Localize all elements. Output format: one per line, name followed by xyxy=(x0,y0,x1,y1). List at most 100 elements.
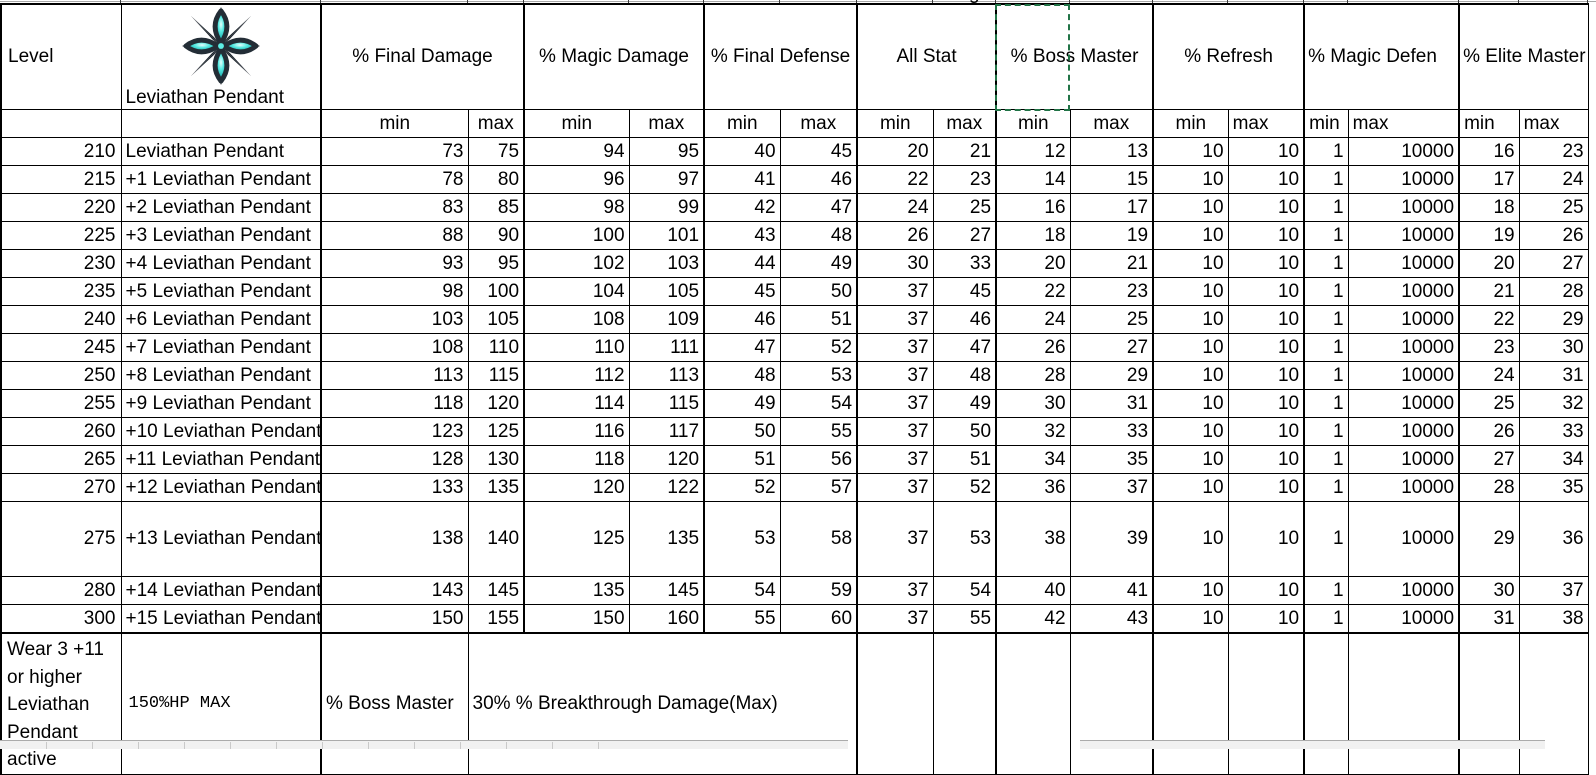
stat-cell[interactable]: 32 xyxy=(1518,389,1589,418)
stat-cell[interactable]: 17 xyxy=(1458,165,1520,194)
stat-cell[interactable]: 113 xyxy=(628,361,705,390)
stat-cell[interactable]: 73 xyxy=(320,137,469,166)
stat-cell[interactable]: 10 xyxy=(1227,165,1305,194)
stat-cell[interactable]: 54 xyxy=(703,576,781,605)
stat-cell[interactable]: 104 xyxy=(523,277,630,306)
level-cell[interactable]: 260 xyxy=(0,417,122,446)
stat-cell[interactable]: 105 xyxy=(628,277,705,306)
empty-cell[interactable] xyxy=(932,632,997,775)
stat-cell[interactable]: 43 xyxy=(703,221,781,250)
empty-cell[interactable] xyxy=(0,109,122,138)
stat-cell[interactable]: 50 xyxy=(703,417,781,446)
stat-cell[interactable]: 1 xyxy=(1303,389,1349,418)
stat-cell[interactable]: 10 xyxy=(1152,576,1229,605)
stat-cell[interactable]: 75 xyxy=(467,137,525,166)
stat-cell[interactable]: 96 xyxy=(523,165,630,194)
stat-cell[interactable]: 109 xyxy=(628,305,705,334)
wear-note-cell[interactable]: Wear 3 +11 or higher Leviathan Pendant a… xyxy=(0,632,122,775)
stat-cell[interactable]: 10 xyxy=(1152,501,1229,577)
stat-cell[interactable]: 10000 xyxy=(1347,221,1460,250)
stat-cell[interactable]: 16 xyxy=(1458,137,1520,166)
stat-cell[interactable]: 143 xyxy=(320,576,469,605)
stat-cell[interactable]: 10000 xyxy=(1347,417,1460,446)
stat-cell[interactable]: 48 xyxy=(932,361,997,390)
stat-cell[interactable]: 10000 xyxy=(1347,445,1460,474)
stat-cell[interactable]: 10 xyxy=(1152,305,1229,334)
stat-cell[interactable]: 22 xyxy=(1458,305,1520,334)
stat-cell[interactable]: 22 xyxy=(995,277,1071,306)
stat-cell[interactable]: 93 xyxy=(320,249,469,278)
stat-cell[interactable]: 10 xyxy=(1152,473,1229,502)
stat-cell[interactable]: 46 xyxy=(779,165,858,194)
stat-cell[interactable]: 47 xyxy=(703,333,781,362)
minmax-label[interactable]: max xyxy=(628,109,705,138)
stat-cell[interactable]: 10 xyxy=(1152,389,1229,418)
stat-cell[interactable]: 1 xyxy=(1303,277,1349,306)
stat-cell[interactable]: 29 xyxy=(1069,361,1154,390)
minmax-label[interactable]: max xyxy=(932,109,997,138)
minmax-label[interactable]: min xyxy=(856,109,934,138)
stat-cell[interactable]: 32 xyxy=(995,417,1071,446)
empty-cell[interactable] xyxy=(1227,632,1305,775)
stat-cell[interactable]: 56 xyxy=(779,445,858,474)
item-name-cell[interactable]: +1 Leviathan Pendant xyxy=(120,165,322,194)
stat-cell[interactable]: 48 xyxy=(703,361,781,390)
item-name-cell[interactable]: +5 Leviathan Pendant xyxy=(120,277,322,306)
item-name-cell[interactable]: +15 Leviathan Pendant xyxy=(120,604,322,634)
level-cell[interactable]: 245 xyxy=(0,333,122,362)
item-name-cell[interactable]: +2 Leviathan Pendant xyxy=(120,193,322,222)
stat-cell[interactable]: 101 xyxy=(628,221,705,250)
stat-cell[interactable]: 10 xyxy=(1227,305,1305,334)
stat-cell[interactable]: 46 xyxy=(932,305,997,334)
stat-cell[interactable]: 103 xyxy=(628,249,705,278)
stat-cell[interactable]: 55 xyxy=(703,604,781,634)
stat-cell[interactable]: 53 xyxy=(932,501,997,577)
level-cell[interactable]: 240 xyxy=(0,305,122,334)
stat-cell[interactable]: 120 xyxy=(628,445,705,474)
stat-cell[interactable]: 14 xyxy=(995,165,1071,194)
stat-cell[interactable]: 16 xyxy=(995,193,1071,222)
header-group-elite-master[interactable]: % Elite Master xyxy=(1458,3,1589,110)
stat-cell[interactable]: 53 xyxy=(703,501,781,577)
stat-cell[interactable]: 21 xyxy=(1069,249,1154,278)
minmax-label[interactable]: min xyxy=(523,109,630,138)
stat-cell[interactable]: 30 xyxy=(856,249,934,278)
stat-cell[interactable]: 145 xyxy=(628,576,705,605)
stat-cell[interactable]: 26 xyxy=(856,221,934,250)
stat-cell[interactable]: 116 xyxy=(523,417,630,446)
stat-cell[interactable]: 160 xyxy=(628,604,705,634)
stat-cell[interactable]: 23 xyxy=(1458,333,1520,362)
stat-cell[interactable]: 37 xyxy=(856,417,934,446)
stat-cell[interactable]: 34 xyxy=(995,445,1071,474)
stat-cell[interactable]: 28 xyxy=(1458,473,1520,502)
stat-cell[interactable]: 85 xyxy=(467,193,525,222)
level-cell[interactable]: 250 xyxy=(0,361,122,390)
minmax-label[interactable]: min xyxy=(320,109,469,138)
level-cell[interactable]: 230 xyxy=(0,249,122,278)
stat-cell[interactable]: 58 xyxy=(779,501,858,577)
stat-cell[interactable]: 1 xyxy=(1303,604,1349,634)
item-name-cell[interactable]: +3 Leviathan Pendant xyxy=(120,221,322,250)
stat-cell[interactable]: 25 xyxy=(1518,193,1589,222)
stat-cell[interactable]: 29 xyxy=(1458,501,1520,577)
item-name-cell[interactable]: +7 Leviathan Pendant xyxy=(120,333,322,362)
stat-cell[interactable]: 10 xyxy=(1152,445,1229,474)
stat-cell[interactable]: 27 xyxy=(932,221,997,250)
stat-cell[interactable]: 29 xyxy=(1518,305,1589,334)
stat-cell[interactable]: 52 xyxy=(703,473,781,502)
empty-cell[interactable] xyxy=(1518,632,1589,775)
stat-cell[interactable]: 128 xyxy=(320,445,469,474)
stat-cell[interactable]: 36 xyxy=(995,473,1071,502)
stat-cell[interactable]: 57 xyxy=(779,473,858,502)
stat-cell[interactable]: 36 xyxy=(1518,501,1589,577)
stat-cell[interactable]: 20 xyxy=(856,137,934,166)
item-name-cell[interactable]: +12 Leviathan Pendant xyxy=(120,473,322,502)
stat-cell[interactable]: 24 xyxy=(1458,361,1520,390)
stat-cell[interactable]: 49 xyxy=(703,389,781,418)
stat-cell[interactable]: 49 xyxy=(779,249,858,278)
stat-cell[interactable]: 15 xyxy=(1069,165,1154,194)
empty-cell[interactable] xyxy=(1458,632,1520,775)
stat-cell[interactable]: 51 xyxy=(779,305,858,334)
empty-cell[interactable] xyxy=(995,632,1071,775)
stat-cell[interactable]: 42 xyxy=(703,193,781,222)
